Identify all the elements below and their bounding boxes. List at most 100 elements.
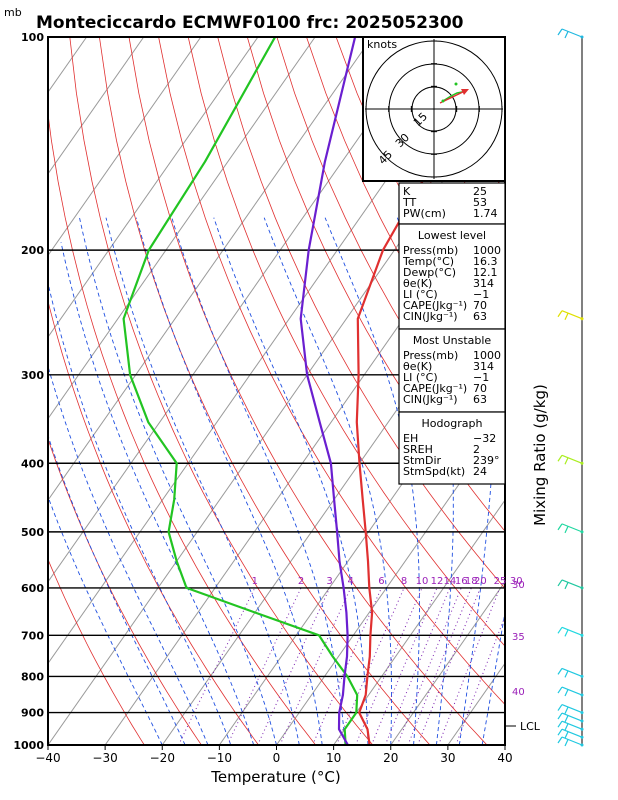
x-tick-label: 20 — [383, 751, 398, 765]
mixing-ratio-label: 30 — [510, 576, 523, 587]
dry-adiabat-line — [158, 37, 505, 706]
index-2-value: 1.74 — [473, 207, 498, 220]
x-tick-label: 30 — [440, 751, 455, 765]
x-tick-label: −30 — [92, 751, 117, 765]
mixing-ratio-line — [279, 587, 352, 745]
lowest-level-1-label: Temp(°C) — [402, 255, 454, 268]
hodograph-params-2-label: StmDir — [403, 454, 442, 467]
moist-adiabat-line — [171, 217, 346, 745]
x-tick-label: −10 — [207, 751, 232, 765]
most-unstable-2-label: LI (°C) — [403, 371, 438, 384]
storm-motion-arrowhead — [461, 89, 469, 95]
x-tick-label: 40 — [497, 751, 512, 765]
most-unstable-1-value: 314 — [473, 360, 494, 373]
wind-barb — [561, 712, 583, 722]
lowest-level-4-label: LI (°C) — [403, 288, 438, 301]
isotherm-line — [48, 37, 316, 420]
moist-adiabat-line — [481, 609, 505, 745]
index-2-label: PW(cm) — [403, 207, 446, 220]
mixing-ratio-label: 12 — [431, 576, 444, 587]
parcel-line — [299, 37, 357, 745]
chart-title: Monteciccardo ECMWF0100 frc: 2025052300 — [36, 13, 464, 33]
theta-label: 35 — [512, 632, 525, 643]
isotherm-line — [48, 37, 373, 502]
x-tick-label: −40 — [35, 751, 60, 765]
wind-barb — [561, 686, 583, 696]
isotherm-line — [48, 37, 430, 583]
wind-barb — [561, 728, 583, 738]
dry-adiabat-line — [48, 299, 259, 745]
dry-adiabat-line — [187, 37, 505, 647]
isotherm-line — [104, 172, 505, 745]
mixing-ratio-label: 3 — [326, 576, 332, 587]
isotherm-line — [48, 37, 145, 175]
most-unstable-3-label: CAPE(Jkg⁻¹) — [403, 382, 467, 395]
dry-adiabat-line — [69, 37, 374, 745]
wind-barb — [561, 736, 583, 746]
mixing-ratio-label: 2 — [298, 576, 304, 587]
lowest-level-5-value: 70 — [473, 299, 487, 312]
mixing-ratio-label: 1 — [252, 576, 258, 587]
dewpoint-line — [122, 37, 359, 745]
index-0-label: K — [403, 185, 411, 198]
moist-adiabat-line — [48, 495, 163, 745]
pressure-tick-label: 100 — [21, 31, 44, 44]
lowest-level-2-label: Dewp(°C) — [403, 266, 456, 279]
hodograph-params-header: Hodograph — [422, 417, 483, 430]
most-unstable-4-label: CIN(Jkg⁻¹) — [403, 393, 458, 406]
lowest-level-4-value: −1 — [473, 288, 489, 301]
mixing-ratio-label: 8 — [401, 576, 407, 587]
moist-adiabat-line — [105, 217, 300, 745]
indices-table: K 25 TT 53 PW(cm) 1.74 Lowest level Press(mb) 10… — [398, 182, 506, 485]
x-tick-label: 10 — [326, 751, 341, 765]
x-axis-title: Temperature (°C) — [210, 768, 340, 786]
lcl-label: LCL — [520, 720, 541, 733]
mixing-ratio-label: 16 — [455, 576, 468, 587]
pressure-tick-label: 200 — [21, 244, 44, 257]
index-1-label: TT — [402, 196, 417, 209]
wind-barb — [561, 579, 583, 589]
hodograph-params-1-value: 2 — [473, 443, 480, 456]
hodo-unit: knots — [367, 38, 397, 51]
isotherm-line — [333, 499, 505, 745]
moist-adiabat-line — [396, 217, 454, 745]
theta-label: 40 — [512, 687, 525, 698]
pressure-tick-label: 700 — [21, 629, 44, 642]
wind-barb — [561, 667, 583, 677]
pressure-tick-label: 800 — [21, 670, 44, 683]
moist-adiabat-line — [135, 217, 323, 745]
isotherm-line — [276, 417, 505, 745]
wind-barb — [561, 626, 583, 636]
hodograph-params-0-label: EH — [403, 432, 418, 445]
mixing-ratio-label: 20 — [474, 576, 487, 587]
storm-motion-arrow — [439, 89, 468, 104]
wind-barb — [561, 28, 583, 38]
pressure-tick-label: 600 — [21, 582, 44, 595]
most-unstable-2-value: −1 — [473, 371, 489, 384]
lowest-level-0-label: Press(mb) — [403, 244, 458, 257]
hodograph: knots 15 30 45 — [362, 36, 506, 182]
pressure-tick-label: 500 — [21, 526, 44, 539]
mixing-ratio-label: 14 — [444, 576, 457, 587]
pressure-tick-labels: 100 200 300 400 500 600 700 800 900 1000 — [13, 31, 44, 752]
x-tick-labels: −40 −30 −20 −10 0 10 20 30 40 — [35, 745, 513, 765]
moist-adiabat-line — [263, 217, 392, 745]
sounding-series — [122, 37, 488, 745]
pressure-unit: mb — [4, 6, 22, 19]
temperature-line — [355, 37, 488, 745]
isotherm-line — [390, 580, 505, 745]
index-1-value: 53 — [473, 196, 487, 209]
mixing-ratio-label: 18 — [465, 576, 478, 587]
most-unstable-0-value: 1000 — [473, 349, 501, 362]
lowest-level-1-value: 16.3 — [473, 255, 498, 268]
moist-adiabat-line — [213, 217, 369, 745]
wind-barbs — [557, 28, 584, 747]
lowest-level-3-label: θe(K) — [403, 277, 432, 290]
x-tick-label: −20 — [150, 751, 175, 765]
wind-barb — [561, 454, 583, 464]
dry-adiabat-line — [48, 110, 316, 745]
theta-labels: 30 35 40 — [512, 580, 525, 698]
hodograph-params-1-label: SREH — [403, 443, 433, 456]
